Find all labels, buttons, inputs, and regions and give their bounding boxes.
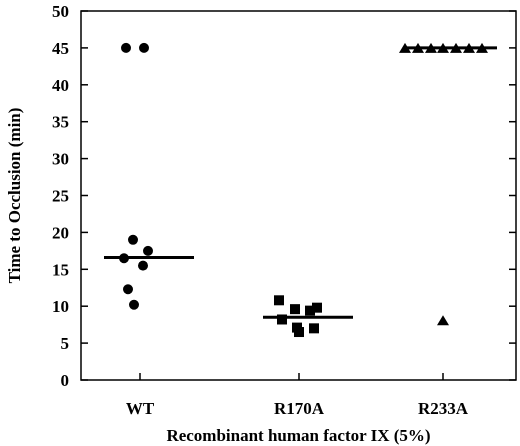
y-tick-label: 0 [61, 371, 70, 390]
y-tick-label: 10 [52, 297, 69, 316]
y-tick-label: 30 [52, 150, 69, 169]
data-point-circle [143, 245, 153, 256]
data-point-square [277, 314, 287, 325]
data-point-square [294, 327, 304, 338]
y-ticks: 0 5 10 15 20 25 30 35 40 45 50 [52, 2, 516, 390]
y-tick-label: 45 [52, 39, 69, 58]
y-axis-title: Time to Occlusion (min) [5, 108, 24, 284]
data-point-triangle [399, 42, 411, 53]
data-point-square [312, 302, 322, 313]
data-point-square [309, 323, 319, 334]
data-points [119, 42, 488, 338]
y-tick-label: 50 [52, 2, 69, 21]
y-tick-label: 25 [52, 187, 69, 206]
data-point-circle [139, 42, 149, 53]
y-tick-label: 15 [52, 260, 69, 279]
data-point-square [305, 305, 315, 316]
y-tick-label: 20 [52, 223, 69, 242]
data-point-circle [121, 42, 131, 53]
y-tick-label: 40 [52, 76, 69, 95]
x-tick-label: R233A [418, 399, 469, 418]
data-point-circle [129, 299, 139, 310]
y-tick-label: 35 [52, 113, 69, 132]
data-point-triangle [437, 315, 449, 326]
data-point-square [274, 295, 284, 306]
data-point-circle [138, 260, 148, 271]
x-ticks: WT R170A R233A [126, 373, 469, 418]
median-lines [104, 46, 497, 319]
data-point-circle [123, 284, 133, 295]
x-tick-label: R170A [274, 399, 325, 418]
data-point-circle [128, 234, 138, 245]
y-tick-label: 5 [61, 334, 70, 353]
x-tick-label: WT [126, 399, 155, 418]
data-point-square [290, 304, 300, 315]
x-axis-title: Recombinant human factor IX (5%) [166, 426, 430, 445]
